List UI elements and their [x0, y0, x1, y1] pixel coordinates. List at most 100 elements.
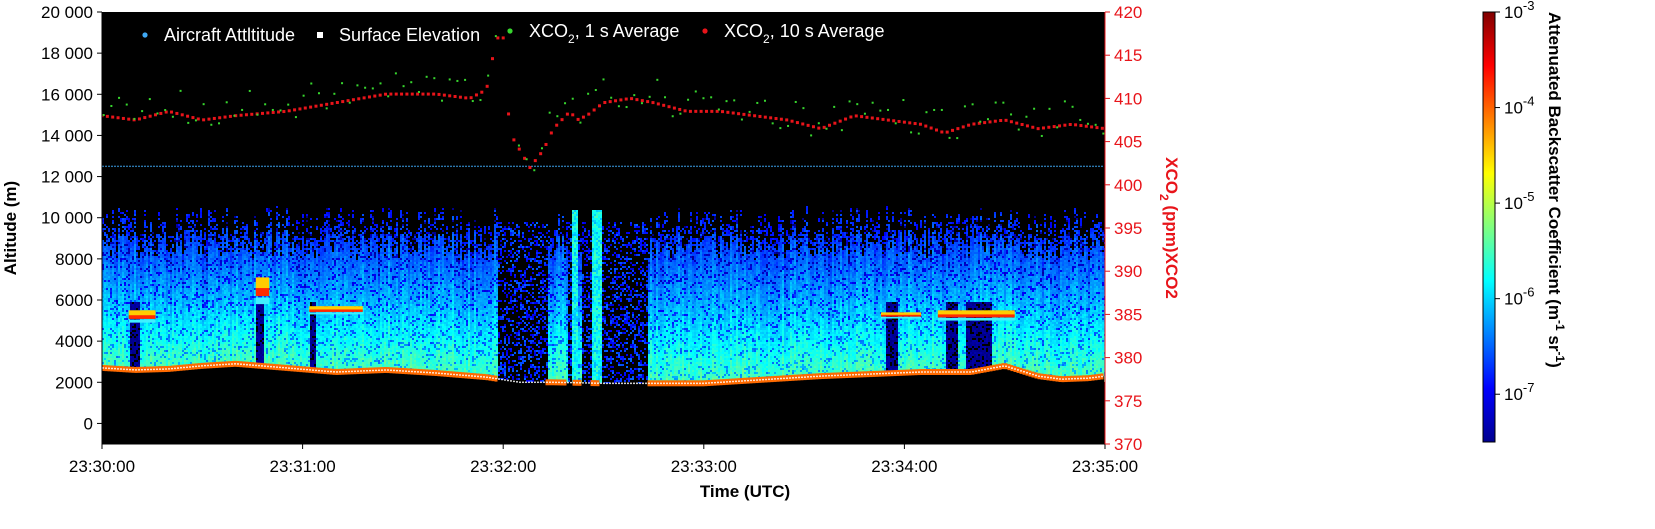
backscatter-cell [190, 328, 192, 330]
backscatter-cell [242, 328, 244, 330]
backscatter-cell [180, 234, 182, 236]
backscatter-cell [192, 274, 194, 276]
backscatter-cell [186, 324, 188, 326]
backscatter-cell [226, 340, 228, 342]
backscatter-cell [152, 306, 154, 308]
backscatter-cell [178, 236, 180, 238]
backscatter-cell [192, 290, 194, 292]
backscatter-cell [212, 308, 214, 310]
backscatter-cell [162, 332, 164, 334]
backscatter-cell [164, 250, 166, 252]
backscatter-cell [210, 248, 212, 250]
backscatter-cell [178, 292, 180, 294]
backscatter-cell [166, 338, 168, 340]
backscatter-cell [156, 304, 158, 306]
backscatter-cell [130, 222, 132, 224]
backscatter-cell [130, 292, 132, 294]
backscatter-cell [104, 224, 106, 226]
backscatter-cell [240, 358, 242, 360]
backscatter-cell [166, 330, 168, 332]
backscatter-cell [232, 294, 234, 296]
backscatter-cell [154, 278, 156, 280]
backscatter-cell [158, 252, 160, 254]
backscatter-cell [174, 276, 176, 278]
backscatter-cell [112, 234, 114, 236]
backscatter-cell [234, 264, 236, 266]
backscatter-cell [118, 324, 120, 326]
backscatter-cell [176, 314, 178, 316]
backscatter-cell [216, 278, 218, 280]
backscatter-cell [196, 264, 198, 266]
backscatter-cell [186, 298, 188, 300]
backscatter-cell [234, 280, 236, 282]
backscatter-cell [208, 222, 210, 224]
backscatter-cell [126, 264, 128, 266]
backscatter-cell [194, 264, 196, 266]
backscatter-cell [136, 296, 138, 298]
backscatter-cell [106, 334, 108, 336]
backscatter-cell [130, 226, 132, 228]
backscatter-cell [118, 294, 120, 296]
backscatter-cell [192, 302, 194, 304]
backscatter-cell [212, 342, 214, 344]
backscatter-cell [226, 318, 228, 320]
backscatter-cell [196, 260, 198, 262]
backscatter-cell [184, 334, 186, 336]
backscatter-cell [224, 266, 226, 268]
backscatter-cell [224, 338, 226, 340]
backscatter-cell [156, 328, 158, 330]
backscatter-cell [118, 264, 120, 266]
backscatter-cell [154, 246, 156, 248]
backscatter-cell [174, 274, 176, 276]
backscatter-cell [110, 308, 112, 310]
backscatter-cell [192, 250, 194, 252]
backscatter-cell [144, 268, 146, 270]
backscatter-cell [118, 278, 120, 280]
backscatter-cell [198, 258, 200, 260]
backscatter-cell [158, 302, 160, 304]
backscatter-cell [150, 244, 152, 246]
backscatter-cell [208, 322, 210, 324]
backscatter-cell [128, 260, 130, 262]
backscatter-cell [106, 234, 108, 236]
backscatter-cell [176, 340, 178, 342]
backscatter-cell [208, 210, 210, 212]
backscatter-cell [224, 356, 226, 358]
backscatter-cell [140, 346, 142, 348]
backscatter-cell [202, 294, 204, 296]
backscatter-cell [236, 312, 238, 314]
backscatter-cell [244, 286, 246, 288]
backscatter-cell [118, 246, 120, 248]
backscatter-cell [188, 278, 190, 280]
backscatter-cell [126, 256, 128, 258]
backscatter-cell [202, 304, 204, 306]
backscatter-cell [118, 300, 120, 302]
backscatter-cell [200, 266, 202, 268]
backscatter-cell [110, 256, 112, 258]
backscatter-cell [104, 326, 106, 328]
backscatter-cell [164, 354, 166, 356]
backscatter-cell [130, 298, 132, 300]
backscatter-cell [240, 320, 242, 322]
backscatter-cell [162, 260, 164, 262]
backscatter-cell [192, 354, 194, 356]
backscatter-cell [200, 344, 202, 346]
backscatter-cell [112, 258, 114, 260]
backscatter-cell [220, 250, 222, 252]
backscatter-cell [222, 292, 224, 294]
backscatter-cell [224, 252, 226, 254]
backscatter-cell [106, 356, 108, 358]
backscatter-cell [164, 234, 166, 236]
backscatter-cell [112, 318, 114, 320]
backscatter-cell [190, 332, 192, 334]
backscatter-cell [206, 266, 208, 268]
backscatter-cell [130, 350, 132, 352]
backscatter-cell [166, 350, 168, 352]
backscatter-cell [186, 238, 188, 240]
backscatter-cell [128, 250, 130, 252]
backscatter-cell [200, 212, 202, 214]
backscatter-cell [108, 286, 110, 288]
backscatter-cell [240, 250, 242, 252]
backscatter-cell [188, 246, 190, 248]
backscatter-cell [164, 286, 166, 288]
